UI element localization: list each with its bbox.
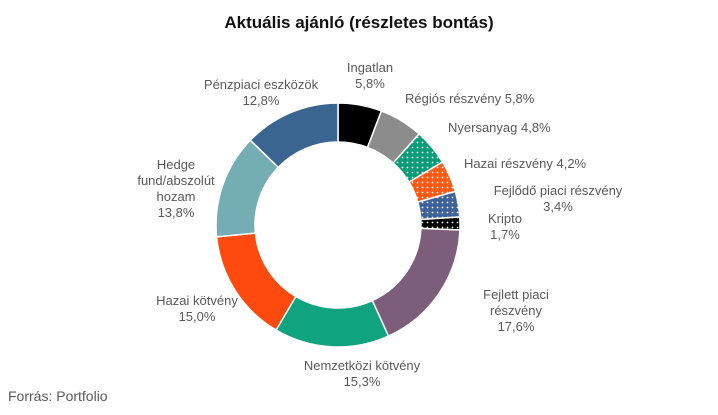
slice-hazai-kotveny	[215, 232, 297, 332]
data-label-kripto: Kripto 1,7%	[488, 211, 522, 242]
data-label-hazai-kotveny: Hazai kötvény 15,0%	[156, 293, 238, 324]
data-label-hedge-fund-abszolut-hozam: Hedge fund/abszolút hozam 13,8%	[137, 157, 215, 220]
data-label-ingatlan: Ingatlan 5,8%	[347, 60, 393, 91]
chart-title: Aktuális ajánló (részletes bontás)	[224, 13, 494, 32]
data-label-hazai-reszveny: Hazai részvény 4,2%	[464, 156, 587, 171]
slice-fejlett-piaci-reszveny	[371, 227, 461, 338]
slice-penzpiaci-eszkozok	[249, 102, 339, 169]
data-label-nemzetkozi-kotveny: Nemzetközi kötvény 15,3%	[304, 358, 421, 389]
source-note: Forrás: Portfolio	[8, 388, 108, 404]
data-label-fejlodo-piaci-reszveny: Fejlődő piaci részvény 3,4%	[494, 183, 623, 214]
data-label-fejlett-piaci-reszveny: Fejlett piaci részvény 17,6%	[483, 287, 549, 334]
data-label-regios-reszveny: Régiós részvény 5,8%	[405, 91, 535, 106]
slice-nemzetkozi-kotveny	[274, 295, 390, 348]
data-label-penzpiaci-eszkozok: Pénzpiaci eszközök 12,8%	[204, 77, 319, 108]
data-label-nyersanyag: Nyersanyag 4,8%	[448, 120, 551, 135]
